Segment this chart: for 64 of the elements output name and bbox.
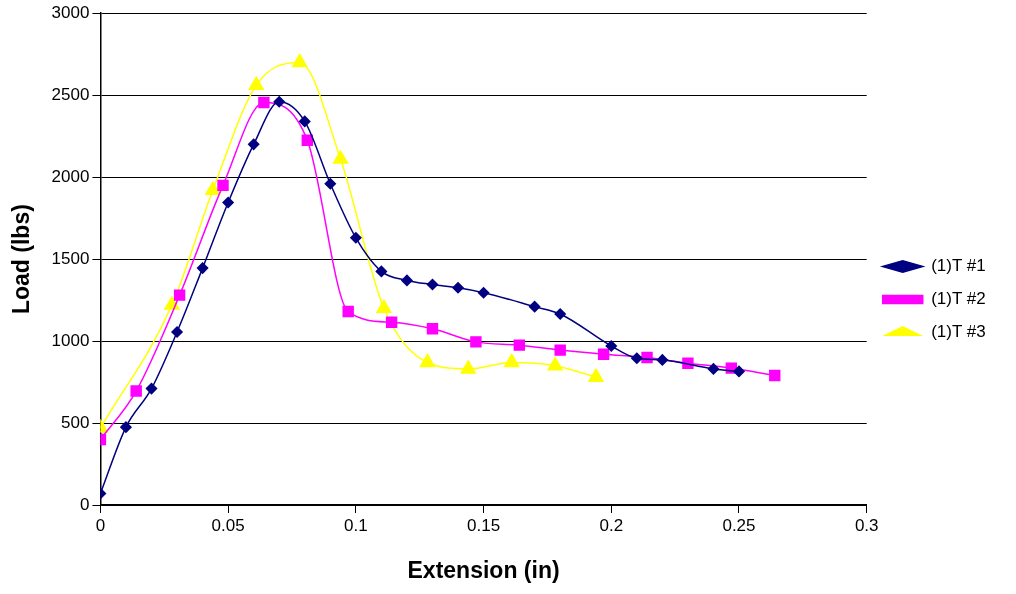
point bbox=[733, 365, 745, 378]
point bbox=[554, 344, 566, 356]
point bbox=[588, 368, 604, 382]
point bbox=[426, 323, 439, 335]
point bbox=[503, 353, 520, 368]
point bbox=[222, 196, 234, 209]
y-tick-label: 3000 bbox=[51, 2, 90, 22]
legend-label: (1)T #2 bbox=[931, 289, 986, 309]
point bbox=[597, 348, 610, 360]
point bbox=[247, 138, 260, 151]
y-tick-label: 500 bbox=[61, 412, 90, 432]
point bbox=[291, 53, 308, 68]
point bbox=[513, 339, 526, 351]
point bbox=[401, 274, 413, 287]
legend-label: (1)T #3 bbox=[931, 322, 986, 342]
point bbox=[385, 316, 398, 328]
point bbox=[605, 340, 618, 352]
point bbox=[426, 278, 439, 291]
point bbox=[554, 308, 566, 320]
point bbox=[419, 353, 436, 368]
point bbox=[332, 150, 349, 164]
point bbox=[769, 369, 781, 382]
point bbox=[631, 352, 643, 365]
legend-label: (1)T #1 bbox=[931, 256, 986, 276]
point bbox=[171, 326, 183, 338]
x-tick-label: 0 bbox=[95, 515, 106, 535]
x-tick-label: 0.1 bbox=[344, 515, 368, 535]
y-axis-title: Load (lbs) bbox=[8, 204, 35, 315]
x-tick-label: 0.2 bbox=[599, 515, 624, 535]
point bbox=[477, 286, 490, 299]
point bbox=[173, 289, 186, 301]
point bbox=[376, 299, 392, 314]
point bbox=[350, 232, 362, 244]
y-tick-label: 2000 bbox=[51, 166, 90, 186]
y-tick-label: 2500 bbox=[51, 84, 90, 104]
point bbox=[145, 382, 158, 395]
point bbox=[656, 354, 669, 366]
y-tick-label: 1500 bbox=[51, 248, 90, 268]
x-tick-label: 0.25 bbox=[722, 515, 756, 535]
point bbox=[460, 360, 476, 374]
point bbox=[452, 282, 464, 294]
point bbox=[707, 363, 720, 375]
point bbox=[217, 179, 229, 192]
point bbox=[299, 115, 311, 128]
point bbox=[547, 356, 563, 371]
point bbox=[375, 265, 388, 278]
point bbox=[301, 134, 314, 146]
point bbox=[324, 177, 337, 190]
point bbox=[470, 336, 482, 348]
point bbox=[130, 385, 142, 397]
point bbox=[342, 305, 354, 318]
point bbox=[273, 95, 285, 108]
point bbox=[205, 181, 221, 195]
point bbox=[120, 421, 132, 433]
point bbox=[196, 262, 209, 274]
y-tick-label: 1000 bbox=[51, 330, 90, 350]
x-tick-label: 0.05 bbox=[211, 515, 245, 535]
point bbox=[258, 96, 270, 109]
x-axis-title: Extension (in) bbox=[407, 556, 560, 583]
y-tick-label: 0 bbox=[79, 494, 90, 514]
x-tick-label: 0.15 bbox=[467, 515, 501, 535]
point bbox=[528, 300, 541, 313]
x-tick-label: 0.3 bbox=[854, 515, 879, 535]
point bbox=[248, 76, 264, 91]
